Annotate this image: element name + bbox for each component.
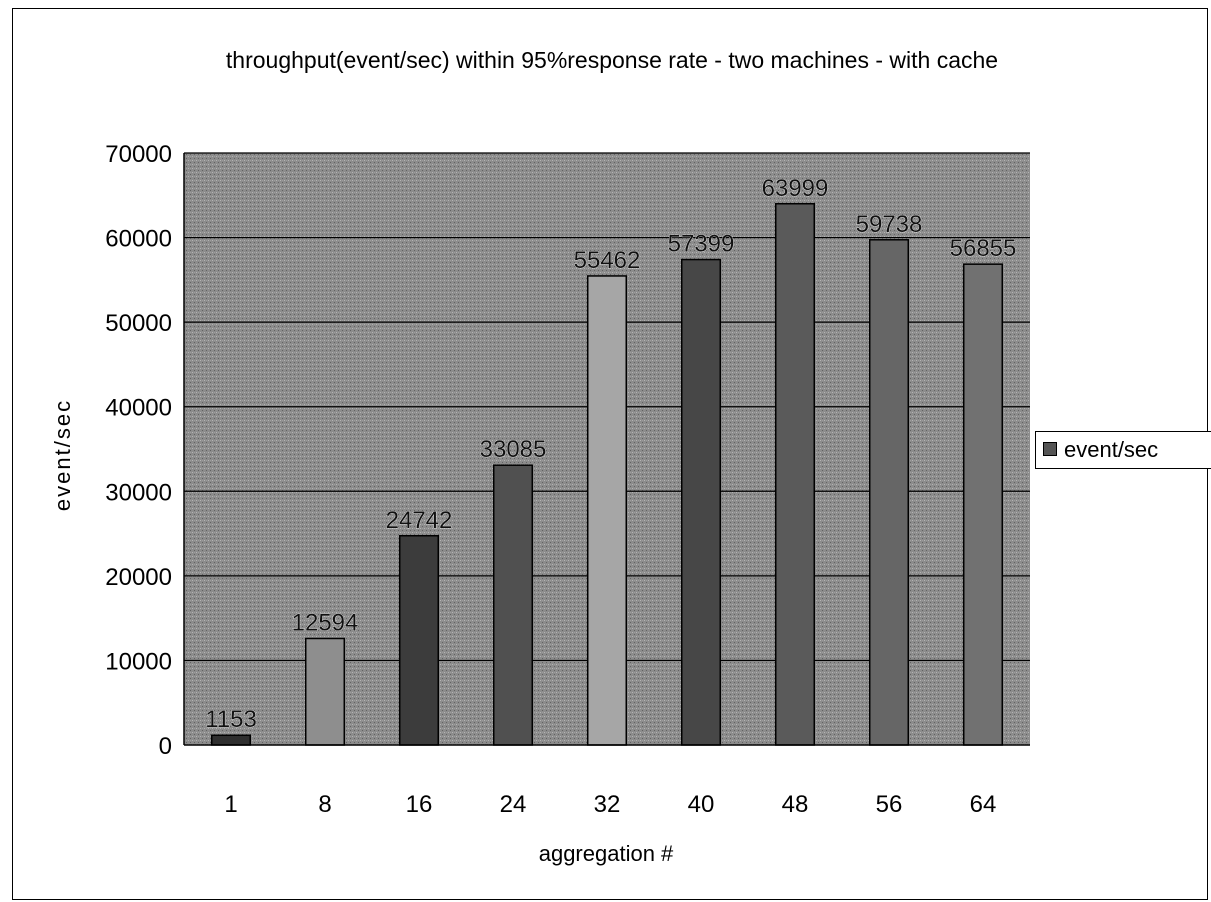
bar: [586, 275, 628, 746]
data-labels: 1153 12594 24742 33085 55462 57399 63999 59738 5…: [205, 174, 1017, 733]
y-tick-label: 60000: [105, 226, 172, 253]
x-tick-label: 1: [224, 791, 237, 818]
bars: [210, 203, 1004, 746]
y-tick-labels: 0 10000 20000 30000 40000 50000 60000 70000: [105, 141, 172, 760]
data-label: 1153: [205, 706, 257, 733]
data-label: 57399: [668, 231, 735, 258]
bar: [492, 464, 534, 746]
y-tick-label: 40000: [105, 395, 172, 422]
data-label: 63999: [762, 175, 829, 202]
chart-title: throughput(event/sec) within 95%response…: [226, 47, 998, 73]
data-label: 33085: [480, 436, 547, 463]
data-label: 59738: [856, 211, 923, 238]
bar: [398, 535, 440, 746]
y-tick-label: 70000: [105, 141, 172, 168]
x-tick-label: 48: [782, 791, 809, 818]
x-tick-label: 16: [406, 791, 433, 818]
data-label: 24742: [386, 507, 453, 534]
data-label: 12594: [292, 609, 359, 636]
x-tick-label: 56: [876, 791, 903, 818]
x-tick-labels: 1 8 16 24 32 40 48 56 64: [224, 791, 996, 818]
y-tick-label: 30000: [105, 479, 172, 506]
legend-swatch: [1043, 442, 1057, 456]
y-tick-label: 50000: [105, 310, 172, 337]
x-tick-label: 64: [970, 791, 997, 818]
y-axis-label: event/sec: [50, 399, 75, 511]
axes: [183, 153, 1030, 746]
bar: [304, 637, 346, 746]
y-tick-label: 10000: [105, 648, 172, 675]
legend: event/sec: [1035, 431, 1211, 469]
data-label: 56855: [950, 235, 1017, 262]
x-axis-label: aggregation #: [539, 841, 674, 866]
bar: [680, 258, 722, 746]
legend-label: event/sec: [1064, 437, 1159, 462]
x-tick-label: 8: [318, 791, 331, 818]
x-tick-label: 40: [688, 791, 715, 818]
x-tick-label: 32: [594, 791, 621, 818]
bar: [210, 734, 252, 746]
y-tick-label: 0: [159, 733, 172, 760]
data-label: 55462: [574, 247, 641, 274]
x-tick-label: 24: [500, 791, 527, 818]
bar: [962, 263, 1004, 746]
bar: [774, 203, 816, 746]
bar: [868, 239, 910, 746]
y-tick-label: 20000: [105, 564, 172, 591]
